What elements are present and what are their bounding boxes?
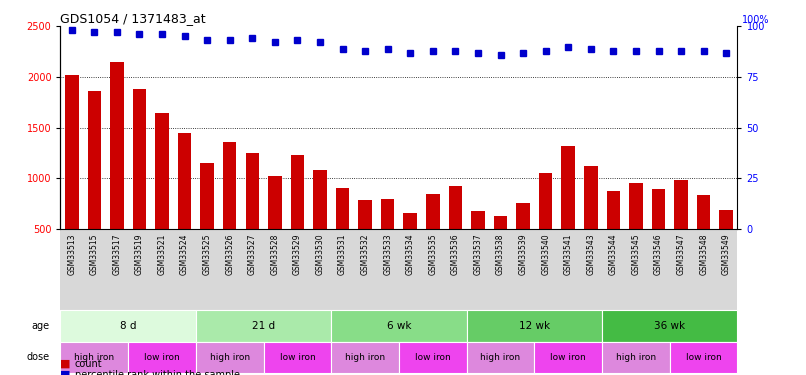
Bar [467,310,602,342]
Bar [359,200,372,280]
Text: 8 d: 8 d [120,321,136,331]
Text: 100%: 100% [742,15,769,25]
Text: dose: dose [26,352,49,363]
Text: count: count [75,359,102,369]
Bar [720,210,733,280]
Text: GSM33531: GSM33531 [338,233,347,275]
Bar [404,213,417,280]
Text: GSM33537: GSM33537 [473,233,483,275]
Text: GSM33532: GSM33532 [360,233,370,275]
Text: GSM33533: GSM33533 [383,233,393,275]
Text: high iron: high iron [210,353,250,362]
Bar [629,183,642,280]
Bar [562,146,575,280]
Text: high iron: high iron [616,353,656,362]
Text: 12 wk: 12 wk [519,321,550,331]
Bar [534,342,602,373]
Text: percentile rank within the sample: percentile rank within the sample [75,370,240,375]
Text: GSM33541: GSM33541 [563,233,573,275]
Bar [539,173,552,280]
Text: high iron: high iron [480,353,521,362]
Text: GSM33548: GSM33548 [699,233,708,275]
Text: GSM33540: GSM33540 [541,233,550,275]
Text: high iron: high iron [345,353,385,362]
Text: GDS1054 / 1371483_at: GDS1054 / 1371483_at [60,12,206,25]
Bar [156,112,168,280]
Text: GSM33519: GSM33519 [135,233,144,275]
Text: GSM33543: GSM33543 [586,233,596,275]
Bar [472,211,484,280]
Text: GSM33530: GSM33530 [315,233,325,275]
Text: GSM33529: GSM33529 [293,233,302,275]
Text: ■: ■ [60,370,71,375]
Bar [602,342,670,373]
Text: GSM33521: GSM33521 [157,233,167,274]
Bar [517,203,530,280]
Text: GSM33524: GSM33524 [180,233,189,275]
Text: GSM33534: GSM33534 [405,233,415,275]
Text: GSM33539: GSM33539 [518,233,528,275]
Bar [331,342,399,373]
Text: high iron: high iron [74,353,114,362]
Text: low iron: low iron [144,353,180,362]
Text: GSM33538: GSM33538 [496,233,505,275]
Bar [110,62,123,280]
Bar [60,310,196,342]
Bar [607,190,620,280]
Text: 21 d: 21 d [252,321,275,331]
Text: 6 wk: 6 wk [387,321,411,331]
Bar [178,133,191,280]
Text: ■: ■ [60,359,71,369]
Text: GSM33515: GSM33515 [89,233,99,275]
Bar [264,342,331,373]
Bar [399,342,467,373]
Text: GSM33528: GSM33528 [270,233,280,274]
Bar [196,310,331,342]
Text: GSM33526: GSM33526 [225,233,235,275]
Text: low iron: low iron [550,353,586,362]
Bar [201,163,214,280]
Bar [449,186,462,280]
Bar [65,75,78,280]
Text: GSM33536: GSM33536 [451,233,460,275]
Bar [246,153,259,280]
Text: low iron: low iron [280,353,315,362]
Bar [697,195,710,280]
Text: GSM33525: GSM33525 [202,233,212,275]
Text: GSM33545: GSM33545 [631,233,641,275]
Bar [670,342,737,373]
Text: age: age [31,321,49,331]
Text: GSM33535: GSM33535 [428,233,438,275]
Text: low iron: low iron [415,353,451,362]
Bar [88,91,101,280]
Text: GSM33544: GSM33544 [609,233,618,275]
Bar [128,342,196,373]
Bar [602,310,737,342]
Bar [196,342,264,373]
Bar [291,155,304,280]
Bar [584,166,597,280]
Bar [133,89,146,280]
Text: GSM33549: GSM33549 [721,233,731,275]
Text: GSM33547: GSM33547 [676,233,686,275]
Bar [467,342,534,373]
Text: GSM33527: GSM33527 [247,233,257,275]
Bar [223,142,236,280]
Bar [381,199,394,280]
Bar [426,194,439,280]
Bar [336,188,349,280]
Text: GSM33517: GSM33517 [112,233,122,275]
Text: 36 wk: 36 wk [654,321,685,331]
Bar [314,170,326,280]
Text: GSM33513: GSM33513 [67,233,77,275]
Bar [675,180,688,280]
Text: GSM33546: GSM33546 [654,233,663,275]
Bar [652,189,665,280]
Text: low iron: low iron [686,353,721,362]
Bar [268,177,281,280]
Bar [494,216,507,280]
Bar [60,342,128,373]
Bar [331,310,467,342]
